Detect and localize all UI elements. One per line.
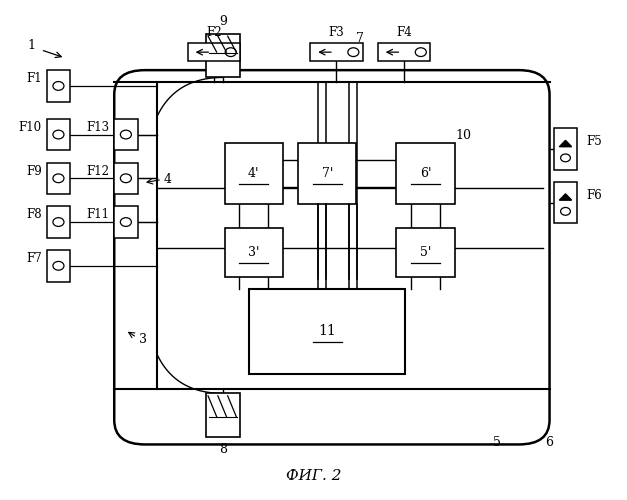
Text: F11: F11 [87,208,109,222]
Text: 4: 4 [163,173,171,186]
Text: 5: 5 [493,436,502,448]
Bar [554,128,577,170]
Bar [310,43,362,62]
Bar [114,162,137,194]
Text: F13: F13 [86,121,109,134]
Bar [554,182,577,224]
Text: F10: F10 [19,121,42,134]
Text: F7: F7 [26,252,42,265]
Bar [47,250,70,282]
Bar [47,206,70,238]
Text: 6': 6' [419,167,431,180]
Text: 3': 3' [248,246,260,259]
Bar [47,118,70,150]
Text: F2: F2 [206,26,222,38]
Text: 11: 11 [319,324,336,338]
Polygon shape [559,194,572,200]
Text: F4: F4 [396,26,412,38]
Bar [224,143,283,204]
Bar [47,162,70,194]
Bar [298,143,356,204]
Bar [396,143,455,204]
Text: F1: F1 [26,72,42,85]
Text: F8: F8 [26,208,42,222]
Text: F9: F9 [26,164,42,177]
Text: 6: 6 [545,436,554,448]
Text: 7: 7 [356,32,364,45]
Text: F12: F12 [87,164,109,177]
Text: 10: 10 [456,130,472,142]
Bar [378,43,430,62]
Text: 1: 1 [28,40,36,52]
Text: 3: 3 [139,334,147,346]
Text: 7': 7' [322,167,333,180]
Bar [206,394,240,437]
FancyBboxPatch shape [114,70,549,444]
Text: F6: F6 [586,189,602,202]
Bar [206,34,240,78]
Bar [224,228,283,276]
Text: ФИГ. 2: ФИГ. 2 [286,469,341,483]
Bar [114,118,137,150]
Polygon shape [559,140,572,146]
Bar [188,43,240,62]
Bar [396,228,455,276]
Text: F5: F5 [586,136,602,148]
Bar [47,70,70,102]
Text: 8: 8 [219,443,227,456]
Bar [114,206,137,238]
Text: 9: 9 [219,15,227,28]
Bar [249,289,406,374]
Text: 5': 5' [419,246,431,259]
Text: 4': 4' [248,167,260,180]
Text: F3: F3 [329,26,344,38]
